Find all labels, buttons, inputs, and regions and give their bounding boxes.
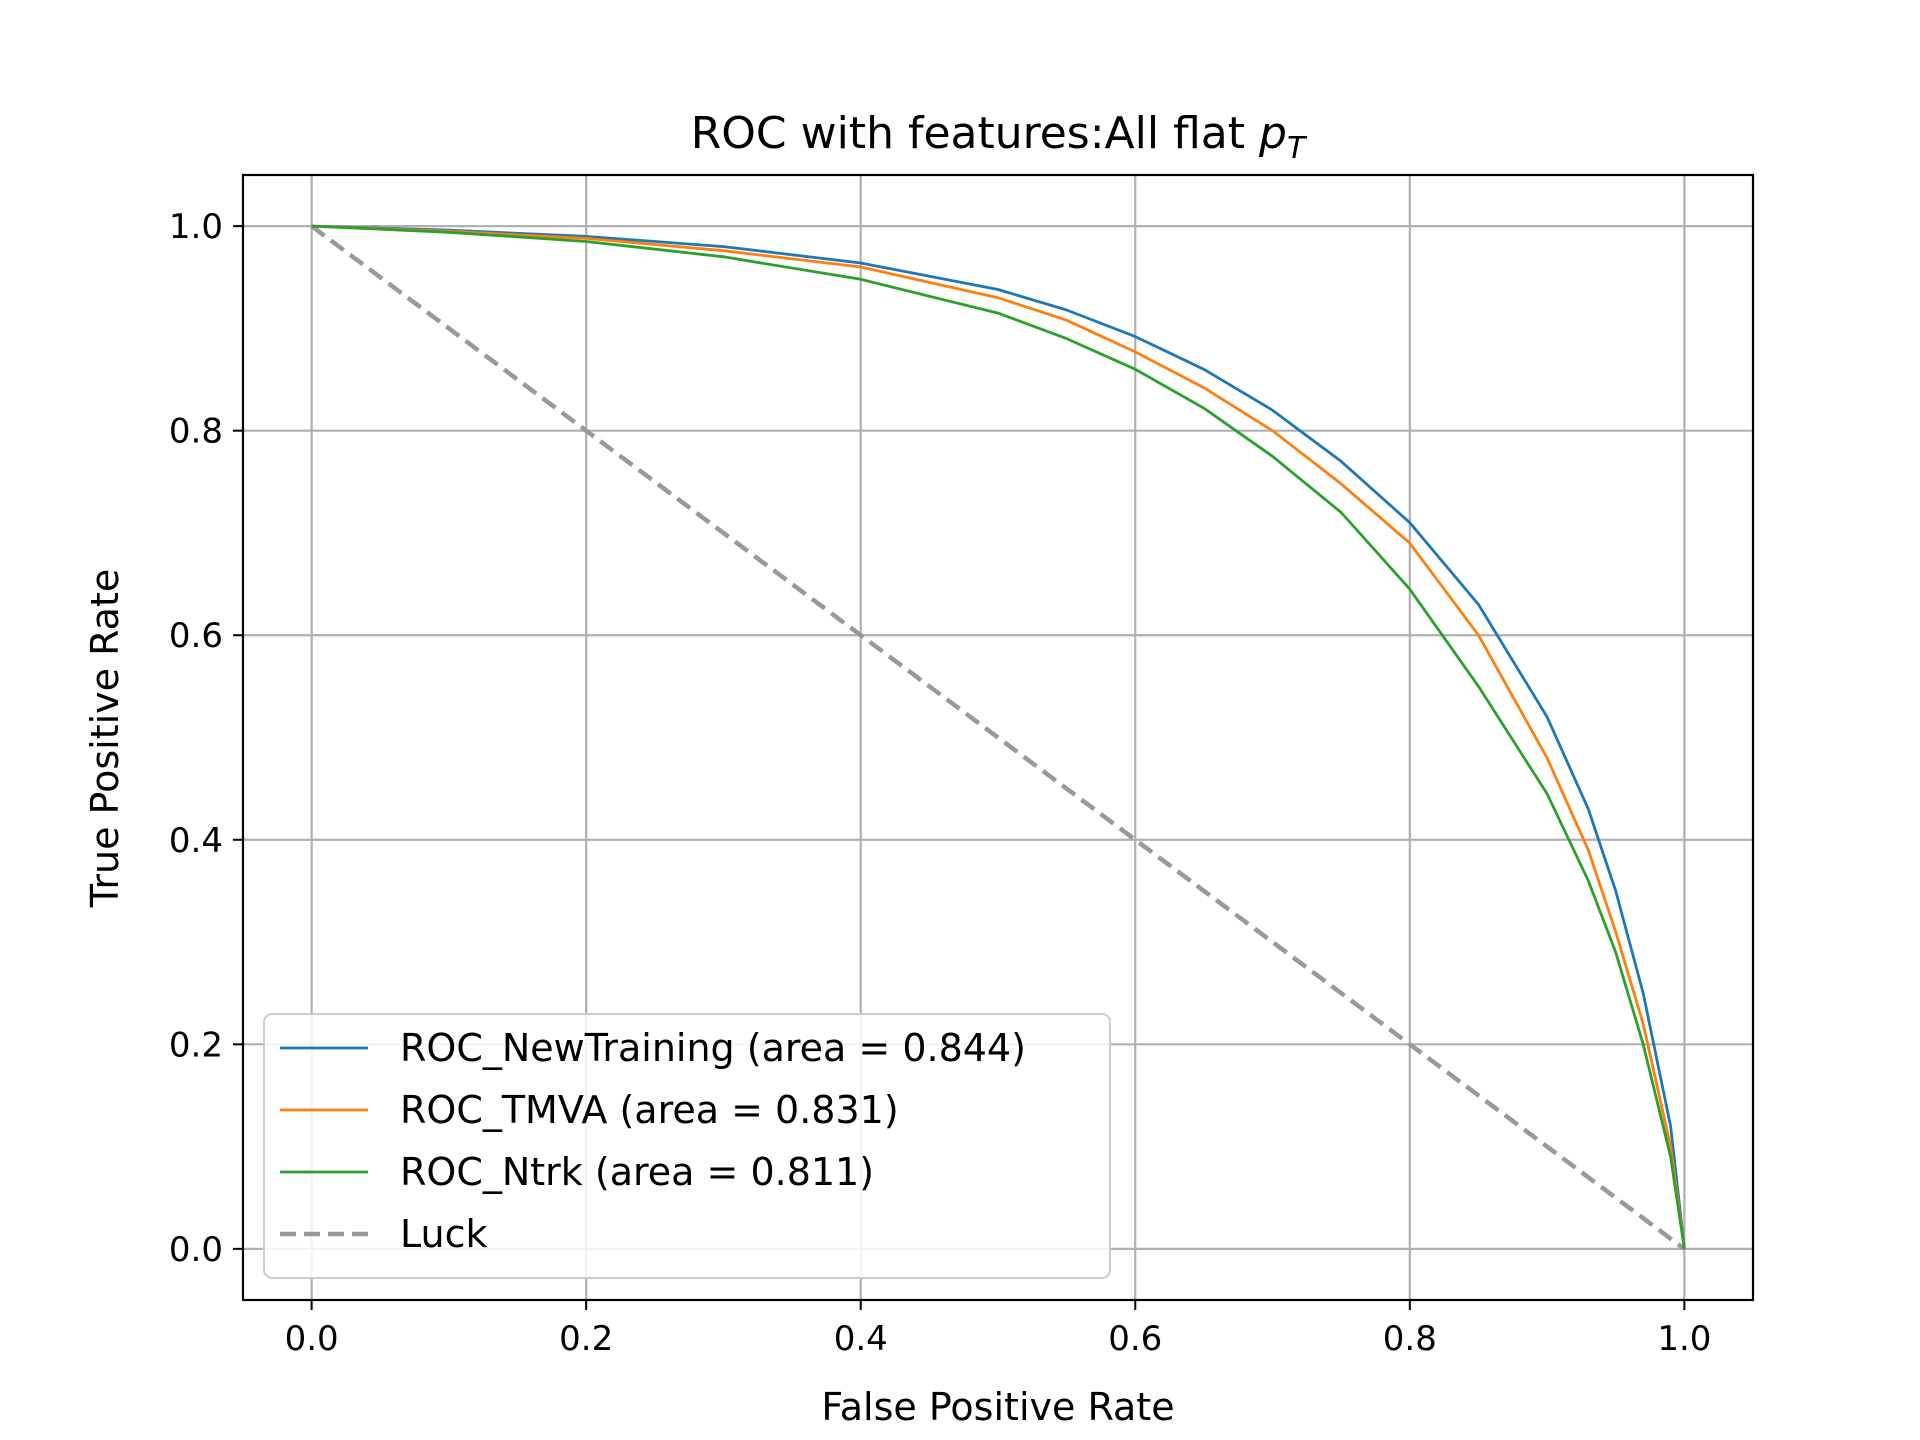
x-tick-label: 0.0 xyxy=(285,1319,339,1359)
y-tick-label: 0.0 xyxy=(169,1230,223,1270)
x-tick-label: 1.0 xyxy=(1657,1319,1711,1359)
legend-label: ROC_Ntrk (area = 0.811) xyxy=(400,1150,874,1194)
legend-label: ROC_TMVA (area = 0.831) xyxy=(400,1088,899,1132)
x-axis-label: False Positive Rate xyxy=(821,1385,1174,1429)
y-axis-label: True Positive Rate xyxy=(83,569,127,909)
series-line-roc-tmva xyxy=(311,224,1686,1250)
title-math: p xyxy=(1258,108,1287,159)
axis-ticks: 0.0 0.2 0.4 0.6 0.8 1.0 0.0 0.2 0.4 0.6 0.8 1.0 xyxy=(169,207,1711,1359)
series-lines xyxy=(310,224,1686,1251)
title-math-subscript: T xyxy=(1287,131,1308,166)
legend-label: ROC_NewTraining (area = 0.844) xyxy=(400,1026,1026,1070)
legend-box xyxy=(263,1013,1111,1279)
chart-title: ROC with features:All flat pT xyxy=(691,108,1308,166)
legend: ROC_NewTraining (area = 0.844) ROC_TMVA (… xyxy=(263,1013,1111,1279)
x-tick-label: 0.2 xyxy=(559,1319,613,1359)
y-tick-label: 0.4 xyxy=(169,821,223,861)
y-tick-label: 0.8 xyxy=(169,412,223,452)
y-tick-label: 1.0 xyxy=(169,207,223,247)
series-line-roc-ntrk xyxy=(311,224,1686,1250)
legend-label: Luck xyxy=(400,1212,488,1256)
x-tick-label: 0.6 xyxy=(1108,1319,1162,1359)
x-tick-label: 0.4 xyxy=(834,1319,888,1359)
y-tick-label: 0.6 xyxy=(169,616,223,656)
series-line-luck xyxy=(310,224,1686,1251)
y-tick-label: 0.2 xyxy=(169,1025,223,1065)
axes-frame xyxy=(241,173,1755,1302)
series-line-roc-newtraining xyxy=(311,224,1686,1250)
x-tick-label: 0.8 xyxy=(1383,1319,1437,1359)
